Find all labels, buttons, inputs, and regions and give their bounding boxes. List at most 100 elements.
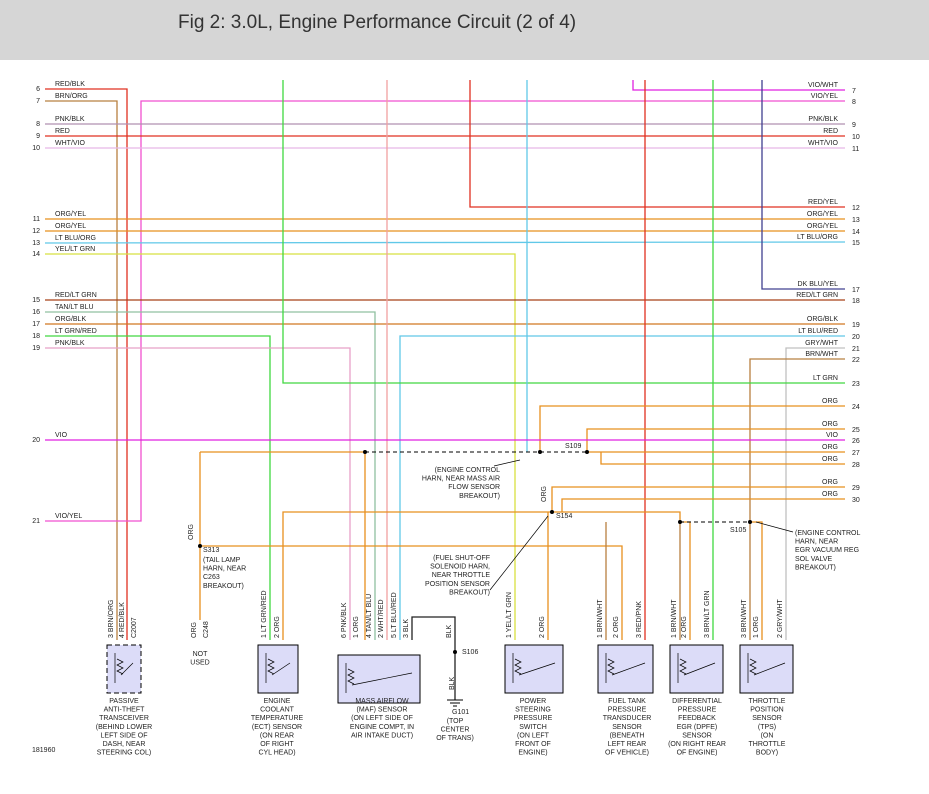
component-label: OF VEHICLE)	[605, 750, 649, 757]
component	[257, 644, 299, 694]
wire-number: 7	[852, 88, 856, 95]
splice-dot	[363, 450, 367, 454]
wire-label: ORG/YEL	[55, 211, 86, 218]
component-label: THROTTLE	[749, 698, 786, 705]
component-label: SWITCH	[519, 724, 547, 731]
wire-label: PNK/BLK	[808, 116, 838, 123]
wire-label: ORG/BLK	[807, 316, 838, 323]
component-label: (ON	[761, 732, 774, 739]
sensor-symbol	[677, 653, 716, 683]
wire-number: 21	[852, 346, 860, 353]
wire-label: VIO	[826, 432, 839, 439]
note: USED	[190, 660, 209, 667]
wire	[761, 80, 845, 290]
component-label: BODY)	[756, 750, 778, 757]
component-label: PRESSURE	[608, 707, 647, 714]
note: CENTER	[441, 727, 470, 734]
component-label: POWER	[520, 698, 546, 705]
wire	[469, 80, 845, 208]
component-label: (ON LEFT	[517, 732, 550, 739]
pin-label: 6 PNK/BLK	[341, 602, 348, 638]
wire-number: 14	[852, 229, 860, 236]
note: HARN, NEAR	[203, 566, 246, 573]
sensor-symbol	[345, 663, 413, 693]
note: (TAIL LAMP	[203, 557, 241, 564]
wire-label: ORG	[822, 491, 838, 498]
pin-label: 1 LT GRN/RED	[261, 590, 268, 638]
component-label: SENSOR	[612, 724, 642, 731]
wire-label: ORG	[822, 421, 838, 428]
wire-number: 18	[852, 298, 860, 305]
component	[669, 644, 724, 694]
wire-number: 14	[32, 251, 40, 258]
component-label: SENSOR	[752, 715, 782, 722]
wire-label: ORG	[822, 444, 838, 451]
wire-label: ORG/YEL	[55, 223, 86, 230]
wire-label: LT BLU/ORG	[797, 234, 838, 241]
leader	[755, 521, 794, 533]
component-label: MASS AIRFLOW	[355, 698, 409, 705]
wire-number: 21	[32, 518, 40, 525]
component-label: (BENEATH	[610, 732, 645, 739]
wire-number: 29	[852, 485, 860, 492]
component-label: (TPS)	[758, 724, 776, 731]
wire	[45, 88, 128, 640]
wire-label: VIO/WHT	[808, 82, 839, 89]
pin-label: 1 ORG	[753, 616, 760, 638]
wire-label: RED/LT GRN	[796, 292, 838, 299]
wire-label: YEL/LT GRN	[55, 246, 95, 253]
leader	[489, 515, 549, 591]
component-label: (ON RIGHT REAR	[668, 741, 726, 748]
pin-label: 3 BRN/ORG	[108, 599, 115, 638]
wire	[45, 100, 845, 522]
component-label: TEMPERATURE	[251, 715, 304, 722]
note: (ENGINE CONTROL	[795, 530, 860, 537]
wire-number: 12	[32, 228, 40, 235]
component-label: POSITION	[750, 707, 783, 714]
leader	[493, 459, 521, 467]
wire-label: ORG/BLK	[55, 316, 86, 323]
wire-label: RED	[823, 128, 838, 135]
wire-label: GRY/WHT	[805, 340, 839, 347]
wire-label: ORG	[822, 479, 838, 486]
splice-dot	[585, 450, 589, 454]
wire-label: WHT/VIO	[55, 140, 85, 147]
note: C263	[203, 574, 220, 581]
component-label: LEFT SIDE OF	[101, 732, 148, 739]
splice-dot	[538, 450, 542, 454]
pin-label: 5 LT BLU/RED	[391, 592, 398, 638]
wire	[45, 335, 271, 640]
wire-number: 11	[33, 216, 40, 223]
wire-number: 10	[852, 134, 860, 141]
splice-label: S106	[462, 649, 478, 656]
component	[739, 644, 794, 694]
note: NEAR THROTTLE	[432, 572, 491, 579]
pin-label: 3 BLK	[403, 619, 410, 638]
wire	[586, 428, 845, 452]
wire	[750, 521, 763, 640]
wire-number: 20	[32, 437, 40, 444]
pin-label: 2 GRY/WHT	[777, 599, 784, 638]
component-label: (ECT) SENSOR	[252, 724, 302, 731]
note: (FUEL SHUT-OFF	[433, 555, 490, 562]
wire-label: ORG	[822, 456, 838, 463]
splice-dot	[748, 520, 752, 524]
wire-label: DK BLU/YEL	[798, 281, 839, 288]
pin-label: 3 BRN/LT GRN	[704, 590, 711, 638]
wire-number: 11	[852, 146, 859, 153]
pin-label: 4 RED/BLK	[119, 602, 126, 638]
wire-number: 6	[36, 86, 40, 93]
splice-dot	[453, 650, 457, 654]
wire	[411, 616, 456, 700]
note: NOT	[193, 651, 209, 658]
component-label: PRESSURE	[514, 715, 553, 722]
header: Fig 2: 3.0L, Engine Performance Circuit …	[0, 0, 929, 60]
wire-number: 18	[32, 333, 40, 340]
splice-label: G101	[452, 709, 469, 716]
wire-number: 16	[32, 309, 40, 316]
component-label: STEERING COL)	[97, 750, 151, 757]
wire	[600, 452, 845, 465]
wire	[44, 241, 846, 244]
pin-label: 2 WHT/RED	[378, 600, 385, 639]
